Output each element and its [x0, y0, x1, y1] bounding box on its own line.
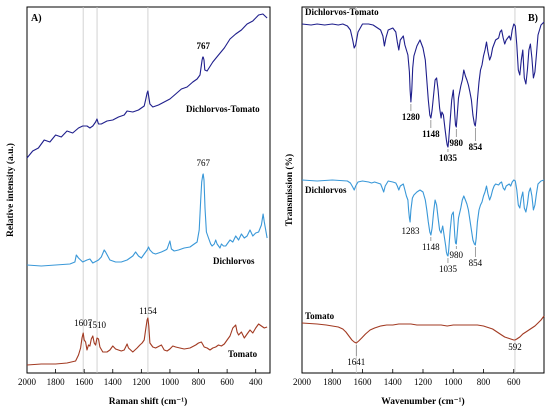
x-tick-label-1400: 1400 [384, 377, 403, 387]
x-tick-label-2000: 2000 [18, 377, 37, 387]
peak-label-dichlorvos-854: 854 [469, 258, 483, 268]
series-label-tomato: Tomato [228, 349, 258, 359]
peak-label-dichlorvos-tomato-1035: 1035 [439, 153, 458, 163]
series-label-dichlorvos: Dichlorvos [305, 185, 347, 195]
x-tick-label-1800: 1800 [47, 377, 66, 387]
peak-label-dichlorvos-1035: 1035 [439, 264, 458, 274]
panel-a-label: A) [31, 13, 42, 24]
peak-label-dichlorvos-980: 980 [450, 250, 464, 260]
series-label-dichlorvos-tomato: Dichlorvos-Tomato [305, 7, 379, 17]
peak-label-dichlorvos-tomato-1280: 1280 [402, 112, 421, 122]
peak-label-dichlorvos-1283: 1283 [401, 226, 420, 236]
peak-label-tomato-1154: 1154 [139, 306, 157, 316]
peak-label-dichlorvos-tomato-980: 980 [450, 138, 464, 148]
x-tick-label-1400: 1400 [104, 377, 123, 387]
peak-label-dichlorvos-1148: 1148 [422, 242, 440, 252]
series-line-tomato [26, 317, 268, 366]
peak-label-tomato-1607: 1607 [74, 318, 93, 328]
panel-a-x-ticks: 2000 1800 1600 1400 1200 1000 800 600 400 [18, 369, 263, 387]
x-tick-label-600: 600 [220, 377, 234, 387]
series-label-tomato: Tomato [305, 311, 335, 321]
peak-label-tomato-1510: 1510 [88, 320, 107, 330]
peak-label-dichlorvos-tomato-767: 767 [196, 41, 210, 51]
x-tick-label-600: 600 [507, 377, 521, 387]
series-line-dichlorvos-tomato [301, 21, 545, 148]
x-tick-label-1200: 1200 [132, 377, 151, 387]
panel-a-reference-lines [82, 7, 149, 373]
panel-b-ylabel: Transmission (%) [284, 154, 295, 226]
panel-b-traces [301, 21, 545, 344]
panel-a-traces [26, 13, 268, 366]
panel-b-label: B) [528, 13, 538, 24]
series-line-dichlorvos [26, 173, 268, 267]
panel-a-xlabel: Raman shift (cm⁻¹) [109, 396, 188, 407]
panel-a: A) Raman shift (cm⁻¹) Relative intensity… [5, 6, 271, 407]
panel-a-ylabel: Relative intensity (a.u.) [5, 143, 16, 237]
x-tick-label-1200: 1200 [414, 377, 433, 387]
x-tick-label-1600: 1600 [354, 377, 373, 387]
x-tick-label-1000: 1000 [444, 377, 463, 387]
series-line-dichlorvos [301, 179, 545, 257]
panel-b: B) Wavenumber (cm⁻¹) Transmission (%) 20… [284, 6, 545, 407]
x-tick-label-800: 800 [477, 377, 491, 387]
x-tick-label-800: 800 [192, 377, 206, 387]
panel-a-labels: Dichlorvos-Tomato 767 Dichlorvos 767 Tomato 1… [74, 41, 260, 359]
panel-b-reference-lines [355, 7, 516, 373]
panel-b-xlabel: Wavenumber (cm⁻¹) [381, 396, 464, 407]
series-line-tomato [301, 315, 545, 344]
x-tick-label-400: 400 [249, 377, 263, 387]
series-line-dichlorvos-tomato [26, 13, 268, 159]
panel-b-x-ticks: 2000 1800 1600 1400 1200 1000 800 600 [293, 369, 521, 387]
series-label-dichlorvos: Dichlorvos [213, 256, 255, 266]
peak-label-tomato-592: 592 [508, 342, 522, 352]
x-tick-label-1800: 1800 [323, 377, 342, 387]
peak-label-dichlorvos-tomato-1148: 1148 [422, 129, 440, 139]
x-tick-label-1000: 1000 [161, 377, 180, 387]
x-tick-label-1600: 1600 [75, 377, 94, 387]
panel-a-frame [26, 6, 271, 374]
x-tick-label-2000: 2000 [293, 377, 312, 387]
panel-b-labels: Dichlorvos-Tomato128011489801035854Dichl… [305, 7, 522, 367]
peak-label-dichlorvos-767: 767 [196, 158, 210, 168]
series-label-dichlorvos-tomato: Dichlorvos-Tomato [186, 104, 260, 114]
peak-label-dichlorvos-tomato-854: 854 [469, 142, 483, 152]
peak-label-tomato-1641: 1641 [347, 357, 365, 367]
